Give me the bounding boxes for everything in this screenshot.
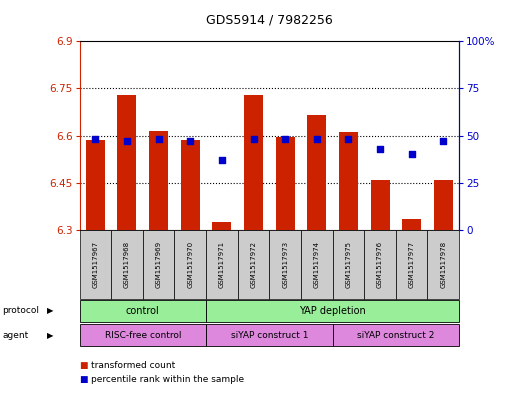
Text: GSM1517973: GSM1517973 bbox=[282, 241, 288, 288]
Text: control: control bbox=[126, 306, 160, 316]
Bar bbox=[174, 230, 206, 299]
Bar bbox=[212, 222, 231, 230]
Text: GDS5914 / 7982256: GDS5914 / 7982256 bbox=[206, 14, 333, 27]
Bar bbox=[206, 324, 332, 346]
Point bbox=[91, 136, 100, 143]
Bar bbox=[301, 230, 332, 299]
Text: RISC-free control: RISC-free control bbox=[105, 331, 181, 340]
Bar bbox=[80, 230, 111, 299]
Bar bbox=[244, 95, 263, 230]
Text: YAP depletion: YAP depletion bbox=[299, 306, 366, 316]
Text: GSM1517970: GSM1517970 bbox=[187, 241, 193, 288]
Bar bbox=[307, 115, 326, 230]
Text: GSM1517977: GSM1517977 bbox=[409, 241, 415, 288]
Point bbox=[123, 138, 131, 144]
Bar bbox=[396, 230, 427, 299]
Text: protocol: protocol bbox=[3, 307, 40, 315]
Bar bbox=[364, 230, 396, 299]
Text: agent: agent bbox=[3, 331, 29, 340]
Text: GSM1517978: GSM1517978 bbox=[440, 241, 446, 288]
Text: GSM1517975: GSM1517975 bbox=[345, 241, 351, 288]
Bar bbox=[434, 180, 453, 230]
Point bbox=[439, 138, 447, 144]
Bar bbox=[206, 230, 238, 299]
Bar bbox=[275, 137, 294, 230]
Text: ■: ■ bbox=[80, 375, 88, 384]
Text: GSM1517967: GSM1517967 bbox=[92, 241, 98, 288]
Bar bbox=[332, 230, 364, 299]
Bar bbox=[181, 140, 200, 230]
Point bbox=[312, 136, 321, 143]
Text: GSM1517976: GSM1517976 bbox=[377, 241, 383, 288]
Point bbox=[154, 136, 163, 143]
Bar bbox=[402, 219, 421, 230]
Bar bbox=[80, 300, 206, 322]
Text: GSM1517974: GSM1517974 bbox=[314, 241, 320, 288]
Text: GSM1517969: GSM1517969 bbox=[155, 241, 162, 288]
Bar bbox=[86, 140, 105, 230]
Point bbox=[376, 146, 384, 152]
Bar bbox=[339, 132, 358, 230]
Point bbox=[218, 157, 226, 163]
Text: transformed count: transformed count bbox=[91, 361, 175, 369]
Bar bbox=[332, 324, 459, 346]
Text: GSM1517972: GSM1517972 bbox=[250, 241, 256, 288]
Bar bbox=[206, 300, 459, 322]
Bar bbox=[427, 230, 459, 299]
Bar bbox=[149, 131, 168, 230]
Text: GSM1517971: GSM1517971 bbox=[219, 241, 225, 288]
Text: ▶: ▶ bbox=[47, 307, 53, 315]
Bar bbox=[269, 230, 301, 299]
Bar bbox=[238, 230, 269, 299]
Point bbox=[407, 151, 416, 158]
Text: siYAP construct 2: siYAP construct 2 bbox=[357, 331, 435, 340]
Point bbox=[344, 136, 352, 143]
Text: ■: ■ bbox=[80, 361, 88, 369]
Bar bbox=[117, 95, 136, 230]
Point bbox=[186, 138, 194, 144]
Text: siYAP construct 1: siYAP construct 1 bbox=[230, 331, 308, 340]
Bar bbox=[370, 180, 389, 230]
Text: ▶: ▶ bbox=[47, 331, 53, 340]
Bar bbox=[143, 230, 174, 299]
Bar bbox=[80, 324, 206, 346]
Text: percentile rank within the sample: percentile rank within the sample bbox=[91, 375, 244, 384]
Text: GSM1517968: GSM1517968 bbox=[124, 241, 130, 288]
Point bbox=[281, 136, 289, 143]
Bar bbox=[111, 230, 143, 299]
Point bbox=[249, 136, 258, 143]
